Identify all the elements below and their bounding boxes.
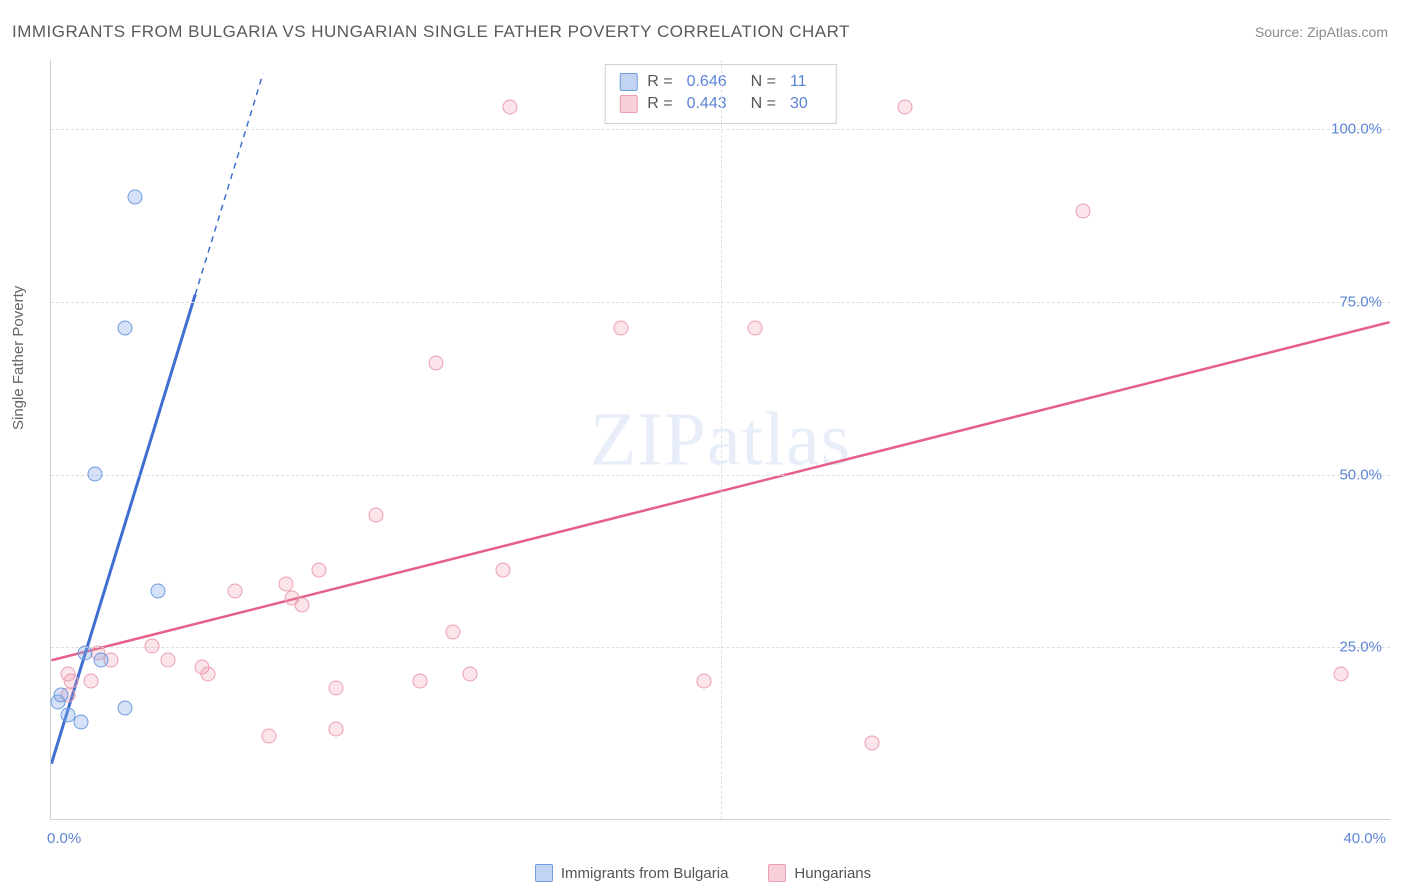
data-point [228, 584, 243, 599]
data-point [60, 666, 75, 681]
data-point [87, 466, 102, 481]
data-point [161, 653, 176, 668]
data-point [144, 639, 159, 654]
data-point [54, 687, 69, 702]
data-point [747, 321, 762, 336]
data-point [151, 584, 166, 599]
y-tick-label: 25.0% [1339, 639, 1382, 656]
source-attribution: Source: ZipAtlas.com [1255, 24, 1388, 40]
data-point [613, 321, 628, 336]
data-point [261, 729, 276, 744]
data-point [60, 708, 75, 723]
swatch-blue [619, 73, 637, 91]
data-point [1333, 666, 1348, 681]
data-point [368, 508, 383, 523]
data-point [77, 646, 92, 661]
legend-label: Hungarians [794, 865, 871, 882]
legend-label: Immigrants from Bulgaria [561, 865, 729, 882]
scatter-plot: ZIPatlas R =0.646 N =11 R =0.443 N =30 2… [50, 60, 1390, 820]
data-point [1075, 204, 1090, 219]
swatch-pink [619, 95, 637, 113]
data-point [117, 321, 132, 336]
data-point [312, 563, 327, 578]
data-point [328, 680, 343, 695]
data-point [446, 625, 461, 640]
data-point [697, 673, 712, 688]
data-point [462, 666, 477, 681]
swatch-blue [535, 864, 553, 882]
chart-title: IMMIGRANTS FROM BULGARIA VS HUNGARIAN SI… [12, 22, 850, 42]
data-point [117, 701, 132, 716]
data-point [496, 563, 511, 578]
data-point [864, 736, 879, 751]
data-point [84, 673, 99, 688]
y-tick-label: 75.0% [1339, 293, 1382, 310]
data-point [74, 715, 89, 730]
data-point [898, 100, 913, 115]
data-point [127, 190, 142, 205]
y-tick-label: 100.0% [1331, 121, 1382, 138]
data-point [429, 356, 444, 371]
data-point [412, 673, 427, 688]
data-point [502, 100, 517, 115]
legend-item-pink: Hungarians [768, 864, 871, 882]
data-point [295, 597, 310, 612]
swatch-pink [768, 864, 786, 882]
y-tick-label: 50.0% [1339, 466, 1382, 483]
gridline-v [721, 60, 722, 819]
x-tick-label: 40.0% [1343, 830, 1386, 847]
data-point [201, 666, 216, 681]
x-tick-label: 0.0% [47, 830, 81, 847]
data-point [328, 722, 343, 737]
series-legend: Immigrants from Bulgaria Hungarians [0, 864, 1406, 882]
y-axis-label: Single Father Poverty [10, 286, 27, 430]
data-point [278, 577, 293, 592]
legend-item-blue: Immigrants from Bulgaria [535, 864, 729, 882]
data-point [94, 653, 109, 668]
